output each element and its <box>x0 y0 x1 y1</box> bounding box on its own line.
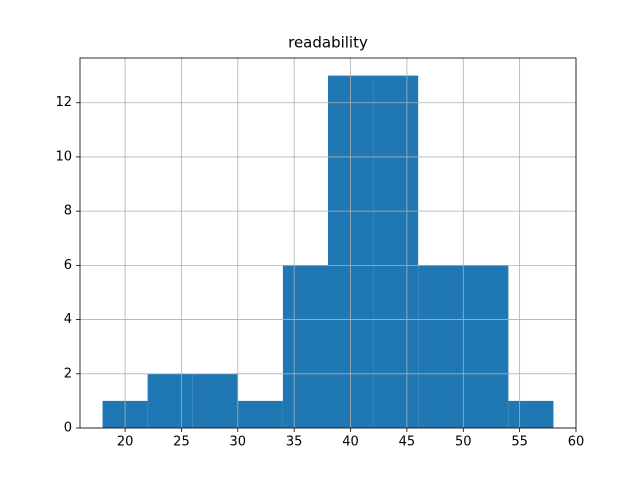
bar <box>192 373 238 428</box>
x-tick-label: 60 <box>568 435 585 450</box>
chart-title: readability <box>288 34 368 52</box>
x-tick-label: 30 <box>230 435 247 450</box>
bar <box>147 373 193 428</box>
x-tick-label: 45 <box>399 435 416 450</box>
x-tick-label: 25 <box>173 435 190 450</box>
bar <box>282 265 328 428</box>
y-tick-label: 2 <box>64 366 72 381</box>
bar <box>508 400 554 428</box>
x-tick-label: 55 <box>511 435 528 450</box>
bar <box>418 265 464 428</box>
x-tick-label: 35 <box>286 435 303 450</box>
x-tick-label: 50 <box>455 435 472 450</box>
y-tick-label: 8 <box>64 204 72 219</box>
bar <box>237 400 283 428</box>
plot-frame <box>79 57 577 429</box>
y-tick-label: 10 <box>55 149 72 164</box>
y-tick-label: 12 <box>55 95 72 110</box>
y-tick-label: 4 <box>64 312 72 327</box>
y-tick-label: 0 <box>64 421 72 436</box>
y-tick-label: 6 <box>64 258 72 273</box>
bar <box>373 75 419 428</box>
x-tick-label: 40 <box>342 435 359 450</box>
x-tick-label: 20 <box>117 435 134 450</box>
bar <box>463 265 509 428</box>
